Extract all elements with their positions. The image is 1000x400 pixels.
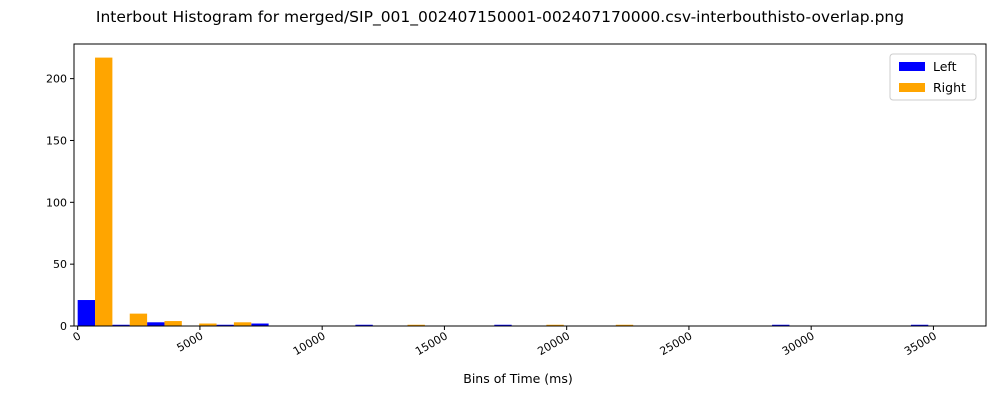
x-tick-label-0: 0 — [71, 329, 84, 344]
x-tick-label-6: 30000 — [780, 329, 817, 358]
bar-right-3 — [199, 323, 217, 326]
bar-left-24 — [910, 324, 929, 326]
x-tick-label-3: 15000 — [413, 329, 450, 358]
x-axis-label: Bins of Time (ms) — [463, 371, 573, 386]
bar-right-13 — [546, 324, 564, 326]
legend-label-right: Right — [933, 80, 966, 95]
legend-swatch-left — [899, 62, 925, 71]
bar-left-12 — [494, 324, 512, 326]
bar-right-2 — [164, 321, 182, 326]
legend: Left Right — [889, 53, 977, 101]
bar-right-9 — [407, 324, 425, 326]
bar-right-0 — [95, 57, 113, 327]
bar-left-0 — [77, 300, 96, 326]
bars-group — [77, 57, 929, 327]
plot-frame — [73, 43, 987, 327]
y-tick-label-2: 100 — [46, 196, 67, 209]
x-tick-label-7: 35000 — [902, 329, 939, 358]
y-tick-label-4: 200 — [46, 73, 67, 86]
bar-left-20 — [772, 324, 790, 326]
bar-left-1 — [112, 324, 130, 326]
bar-left-2 — [147, 322, 165, 326]
x-tick-label-4: 20000 — [535, 329, 572, 358]
x-tick-label-2: 10000 — [291, 329, 328, 358]
y-tick-label-0: 0 — [60, 320, 67, 333]
bar-left-8 — [355, 324, 373, 326]
y-tick-label-1: 50 — [53, 258, 67, 271]
legend-label-left: Left — [933, 59, 957, 74]
bar-right-15 — [615, 324, 634, 326]
chart-title: Interbout Histogram for merged/SIP_001_0… — [96, 8, 904, 27]
bar-left-4 — [216, 324, 234, 326]
bar-right-4 — [233, 322, 252, 326]
y-axis: 0 50 100 150 200 — [46, 73, 74, 333]
x-tick-label-5: 25000 — [658, 329, 695, 358]
bar-right-1 — [129, 313, 148, 326]
y-tick-label-3: 150 — [46, 134, 67, 147]
x-tick-label-1: 5000 — [175, 329, 206, 354]
legend-swatch-right — [899, 83, 925, 92]
bar-left-5 — [251, 323, 269, 326]
x-axis: 0 5000 10000 15000 20000 25000 30000 35000 — [71, 326, 939, 358]
